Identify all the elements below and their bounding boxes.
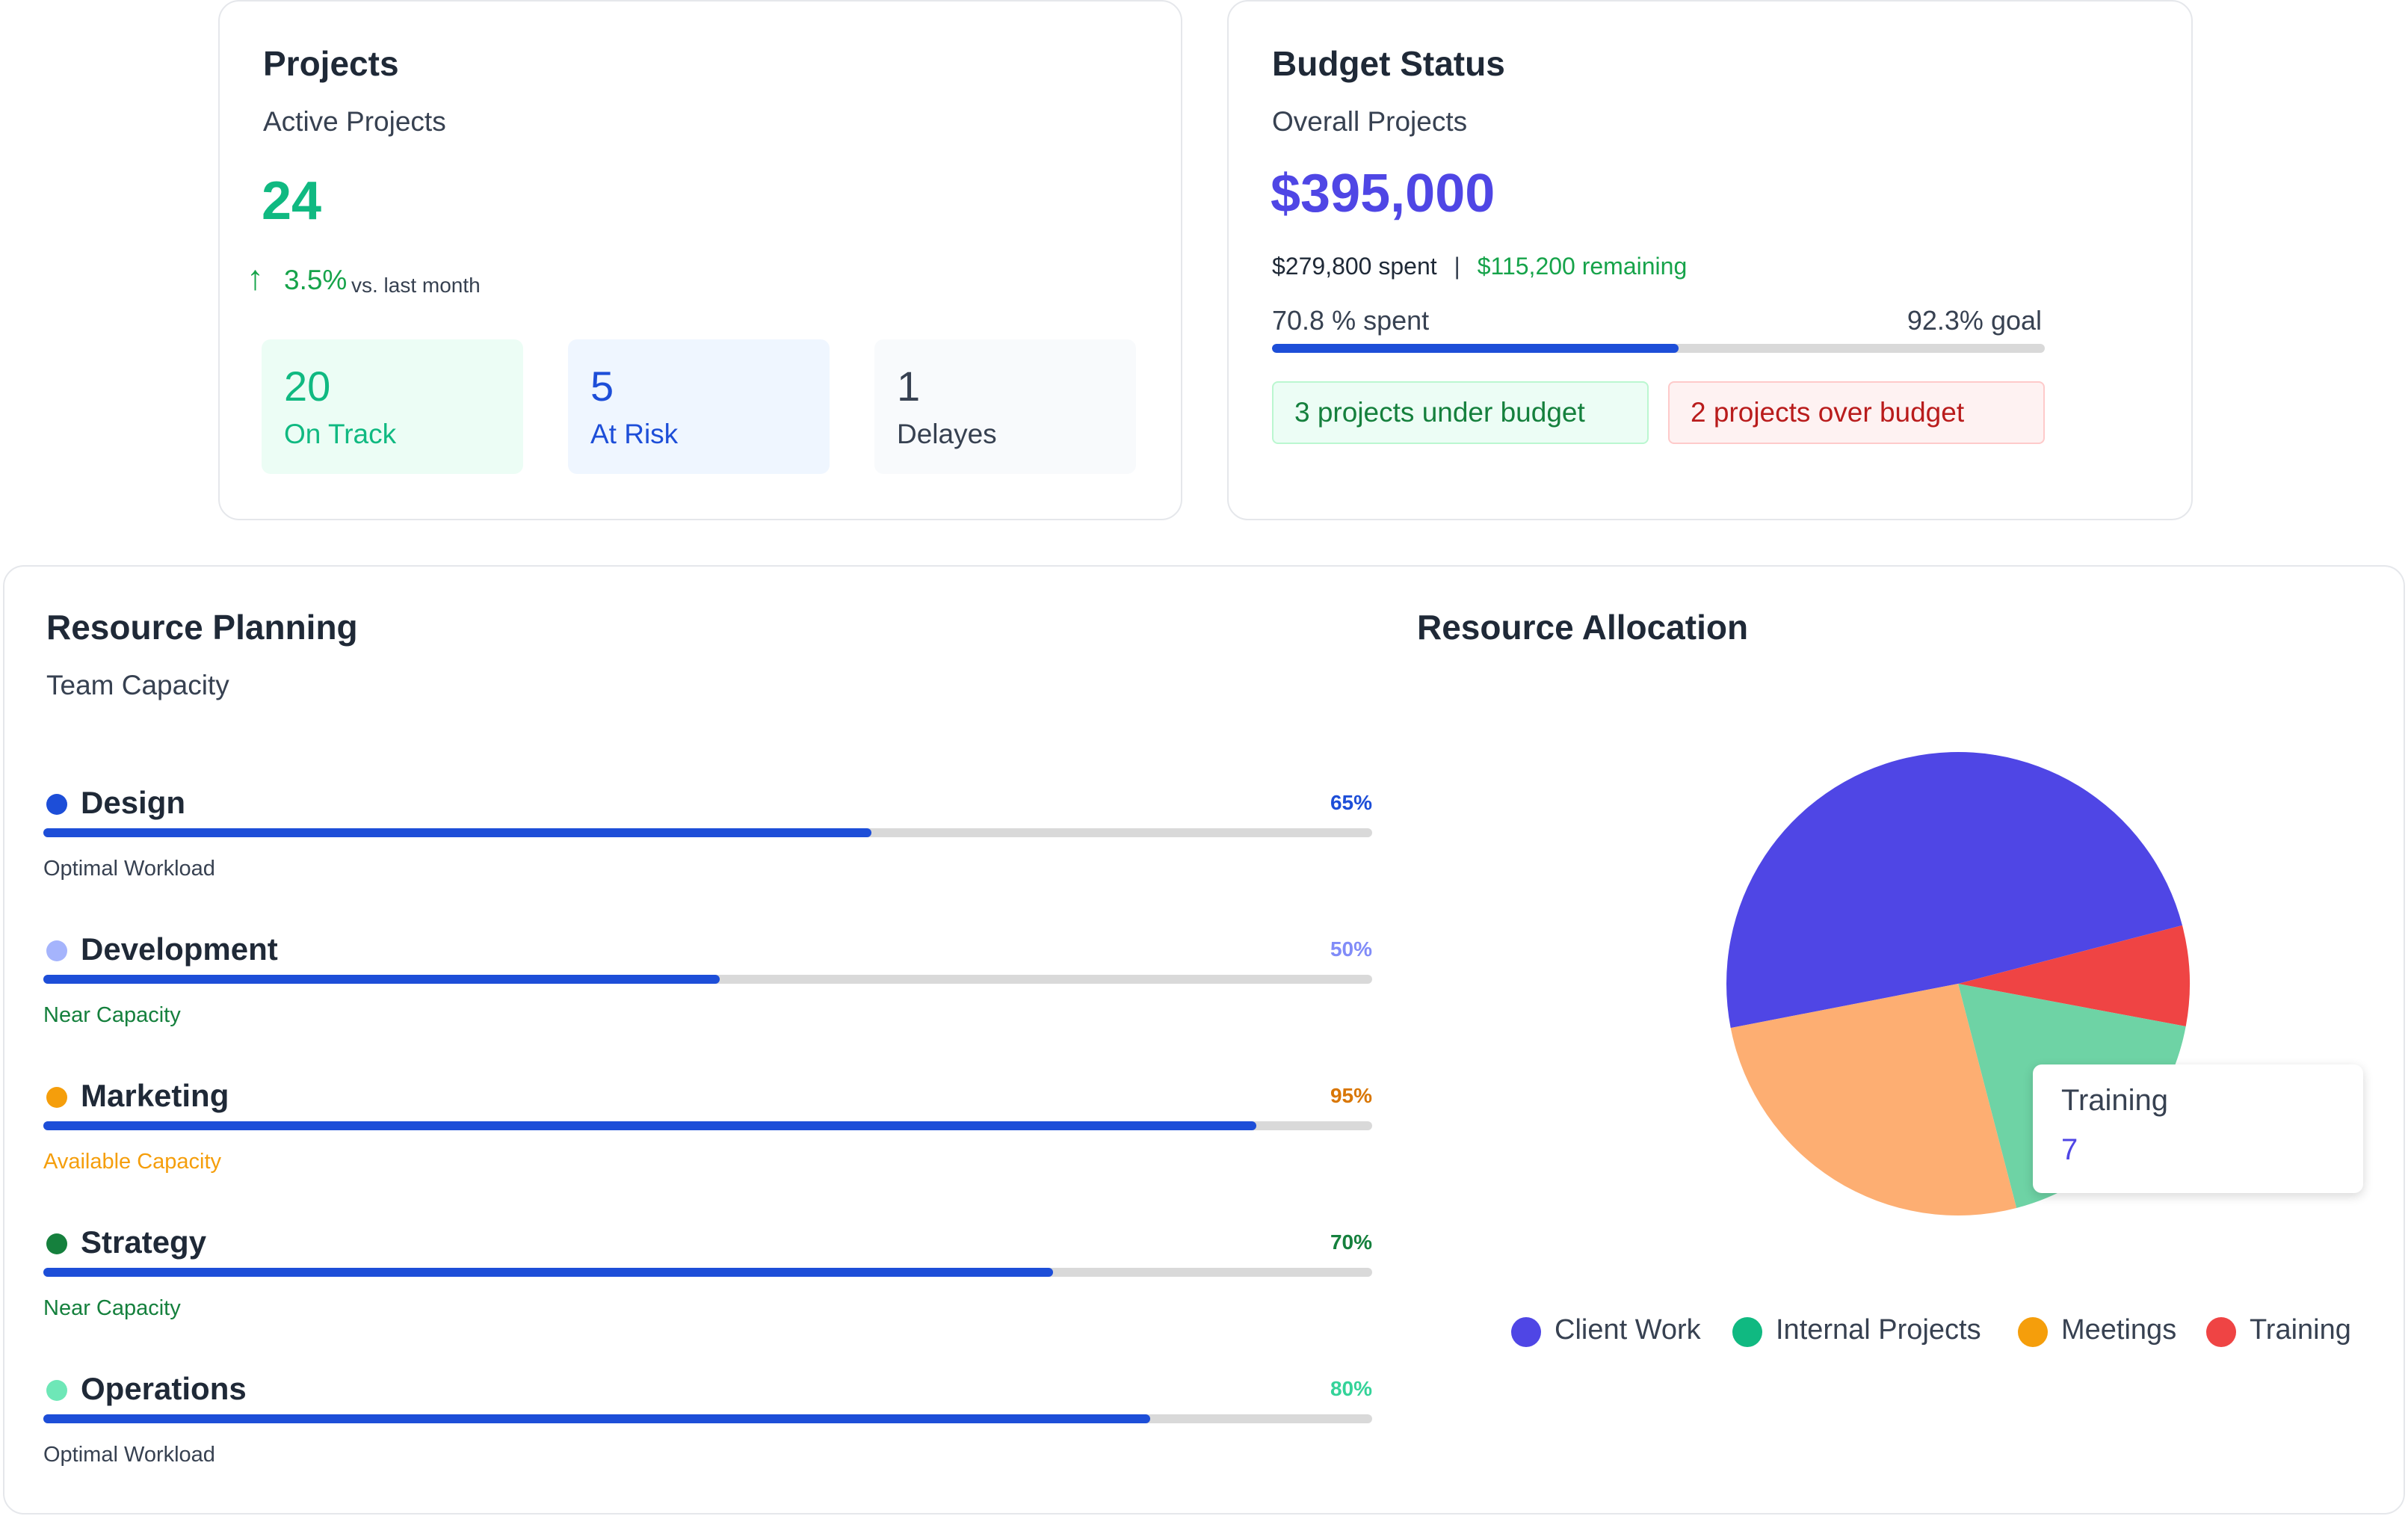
team-capacity-bar: [43, 1414, 1372, 1423]
team-name: Operations: [81, 1371, 247, 1406]
pie-slice-client-work[interactable]: [1726, 751, 2182, 1029]
pie-slice-meetings[interactable]: [1730, 984, 2017, 1215]
team-capacity-fill: [43, 828, 871, 837]
spent-percent-label: 70.8 % spent: [1272, 305, 1430, 336]
legend-dot-icon: [2018, 1317, 2048, 1347]
budget-remaining: $115,200 remaining: [1477, 253, 1688, 280]
legend-dot-icon: [1732, 1317, 1762, 1347]
budget-total: $395,000: [1271, 164, 1495, 224]
legend-label: Client Work: [1555, 1314, 1701, 1346]
team-capacity-bar: [43, 1268, 1372, 1277]
legend-label: Training: [2250, 1314, 2351, 1346]
trend-percent: 3.5%: [284, 265, 348, 295]
resource-planning-subtitle: Team Capacity: [46, 670, 229, 700]
budget-separator: |: [1454, 253, 1460, 280]
over-budget-badge[interactable]: 2 projects over budget: [1668, 381, 2045, 444]
at-risk-stat[interactable]: 5 At Risk: [568, 339, 830, 474]
team-capacity-percent: 70%: [1330, 1230, 1372, 1254]
team-capacity-bar: [43, 828, 1372, 837]
team-capacity-fill: [43, 975, 720, 984]
trend-up-icon: ↑: [247, 258, 264, 297]
budget-breakdown: $279,800 spent | $115,200 remaining: [1272, 253, 1687, 280]
legend-label: Meetings: [2061, 1314, 2177, 1346]
team-name: Development: [81, 931, 278, 967]
delayed-stat[interactable]: 1 Delayes: [874, 339, 1136, 474]
under-budget-badge[interactable]: 3 projects under budget: [1272, 381, 1649, 444]
legend-dot-icon: [2206, 1317, 2236, 1347]
team-status: Near Capacity: [43, 1296, 181, 1320]
delayed-count: 1: [897, 363, 921, 410]
tooltip-label: Training: [2061, 1084, 2169, 1117]
on-track-label: On Track: [284, 419, 397, 449]
projects-card: Projects Active Projects 24 ↑ 3.5% vs. l…: [218, 0, 1182, 520]
budget-subtitle: Overall Projects: [1272, 106, 1468, 137]
team-status: Optimal Workload: [43, 1443, 215, 1467]
trend-text: vs. last month: [351, 274, 481, 297]
goal-label: 92.3% goal: [1907, 305, 2042, 336]
team-name: Design: [81, 785, 186, 820]
team-capacity-fill: [43, 1268, 1054, 1277]
team-dot-icon: [46, 1087, 67, 1108]
resource-planning-title: Resource Planning: [46, 608, 358, 647]
team-status: Available Capacity: [43, 1150, 222, 1174]
team-dot-icon: [46, 940, 67, 961]
budget-progress-bar: [1272, 344, 2045, 353]
budget-status-card: Budget Status Overall Projects $395,000 …: [1227, 0, 2193, 520]
team-capacity-percent: 95%: [1330, 1084, 1372, 1107]
team-capacity-bar: [43, 975, 1372, 984]
team-capacity-percent: 80%: [1330, 1377, 1372, 1400]
team-capacity-percent: 65%: [1330, 791, 1372, 814]
team-dot-icon: [46, 1380, 67, 1401]
projects-title: Projects: [263, 44, 399, 83]
legend-dot-icon: [1511, 1317, 1541, 1347]
chart-tooltip: Training 7: [2033, 1064, 2363, 1193]
team-name: Strategy: [81, 1224, 207, 1260]
on-track-stat[interactable]: 20 On Track: [262, 339, 523, 474]
budget-spent: $279,800 spent: [1272, 253, 1437, 280]
budget-progress-fill: [1272, 344, 1679, 353]
active-projects-count: 24: [262, 171, 322, 231]
team-dot-icon: [46, 794, 67, 815]
team-name: Marketing: [81, 1078, 229, 1113]
team-capacity-bar: [43, 1121, 1372, 1130]
at-risk-count: 5: [590, 363, 614, 410]
team-status: Optimal Workload: [43, 857, 215, 881]
team-dot-icon: [46, 1233, 67, 1254]
resource-allocation-title: Resource Allocation: [1417, 608, 1749, 647]
pie-slice-training[interactable]: [1958, 925, 2190, 1027]
projects-subtitle: Active Projects: [263, 106, 446, 137]
delayed-label: Delayes: [897, 419, 997, 449]
on-track-count: 20: [284, 363, 331, 410]
team-status: Near Capacity: [43, 1003, 181, 1027]
budget-title: Budget Status: [1272, 44, 1505, 83]
team-capacity-percent: 50%: [1330, 937, 1372, 961]
team-capacity-fill: [43, 1121, 1257, 1130]
tooltip-value: 7: [2061, 1133, 2078, 1166]
legend-label: Internal Projects: [1776, 1314, 1981, 1346]
at-risk-label: At Risk: [590, 419, 679, 449]
team-capacity-fill: [43, 1414, 1151, 1423]
